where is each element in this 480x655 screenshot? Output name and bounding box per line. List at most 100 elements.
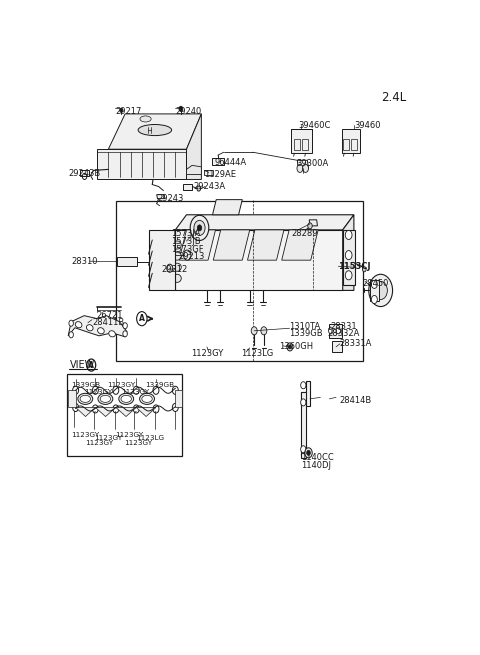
Text: 28414B: 28414B [340,396,372,405]
Text: 29212: 29212 [161,265,187,274]
Circle shape [297,164,303,172]
Circle shape [251,327,257,335]
Polygon shape [108,114,202,149]
Ellipse shape [121,396,132,402]
Text: 1123LG: 1123LG [241,349,274,358]
Ellipse shape [86,325,93,331]
Text: 28331A: 28331A [340,339,372,348]
Circle shape [92,386,98,394]
Polygon shape [183,183,192,189]
Bar [344,139,349,150]
Circle shape [92,405,98,413]
Circle shape [113,405,119,413]
Text: 29213: 29213 [178,252,204,261]
Text: 1573GF: 1573GF [171,244,204,253]
Ellipse shape [97,328,104,334]
Circle shape [172,386,178,394]
Bar [117,257,137,266]
Circle shape [305,448,312,458]
Polygon shape [136,407,156,417]
Ellipse shape [173,252,181,260]
Ellipse shape [109,331,115,337]
Ellipse shape [98,393,113,404]
Bar [116,200,363,361]
Text: 1123GY: 1123GY [121,389,149,396]
Bar [342,129,360,153]
Text: 39300A: 39300A [296,159,328,168]
Text: 1573JB: 1573JB [171,237,201,246]
Ellipse shape [142,396,152,402]
Circle shape [69,320,73,326]
Text: 1153CJ: 1153CJ [338,262,371,271]
Polygon shape [301,381,310,406]
Polygon shape [96,407,116,417]
Text: 28331: 28331 [331,322,358,331]
Text: 1129AE: 1129AE [204,170,236,179]
Ellipse shape [75,322,82,328]
Polygon shape [186,165,202,174]
Polygon shape [297,160,309,168]
Circle shape [153,386,159,394]
Circle shape [183,250,191,260]
Polygon shape [179,230,216,260]
Text: 28411B: 28411B [92,318,124,328]
Ellipse shape [138,124,172,136]
Polygon shape [81,170,89,176]
Circle shape [372,280,377,288]
Polygon shape [204,170,213,176]
Text: 1339GB: 1339GB [289,329,323,338]
Circle shape [167,264,173,272]
Text: 1573JA: 1573JA [171,229,200,238]
Circle shape [345,231,352,240]
Circle shape [300,399,306,406]
Circle shape [113,386,119,394]
Circle shape [123,331,127,337]
Text: A: A [88,360,94,369]
Text: 1123GY: 1123GY [108,383,136,388]
Circle shape [123,323,127,329]
Polygon shape [175,230,343,290]
Text: 28310: 28310 [71,257,97,266]
Text: 1140CC: 1140CC [301,453,334,462]
Circle shape [300,446,306,453]
Circle shape [133,386,139,394]
Circle shape [329,328,333,334]
Circle shape [308,223,312,229]
Text: 1123GY: 1123GY [115,432,143,438]
Text: 1123GY: 1123GY [85,440,113,446]
Circle shape [307,450,311,455]
Polygon shape [156,195,165,198]
Text: 26721: 26721 [96,311,123,320]
Text: A: A [139,314,145,323]
Circle shape [197,225,202,231]
Text: 1123GY: 1123GY [94,435,122,441]
Bar [351,139,357,150]
Circle shape [302,164,309,172]
Text: 29243A: 29243A [193,182,225,191]
Text: 1360GH: 1360GH [279,343,313,352]
Polygon shape [212,159,224,165]
Circle shape [179,106,183,111]
Text: 1123GY: 1123GY [84,389,112,396]
Text: 1123GY: 1123GY [71,432,99,438]
Circle shape [72,386,79,394]
Circle shape [369,274,393,307]
Circle shape [300,382,306,389]
Polygon shape [186,114,202,179]
Circle shape [153,405,159,413]
Polygon shape [248,230,284,260]
Circle shape [288,345,291,349]
Circle shape [190,215,209,240]
Polygon shape [175,390,182,407]
Text: 1123GY: 1123GY [124,440,152,446]
Circle shape [133,405,139,413]
Text: 28289: 28289 [291,229,318,238]
Circle shape [261,327,267,335]
Polygon shape [309,220,317,226]
Polygon shape [213,230,250,260]
Circle shape [197,186,201,191]
Text: 28332A: 28332A [327,329,360,338]
Bar [332,341,342,352]
Bar [302,139,309,150]
Polygon shape [149,230,175,290]
